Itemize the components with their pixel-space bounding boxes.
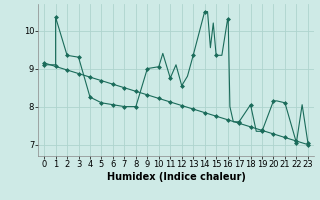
X-axis label: Humidex (Indice chaleur): Humidex (Indice chaleur)	[107, 172, 245, 182]
